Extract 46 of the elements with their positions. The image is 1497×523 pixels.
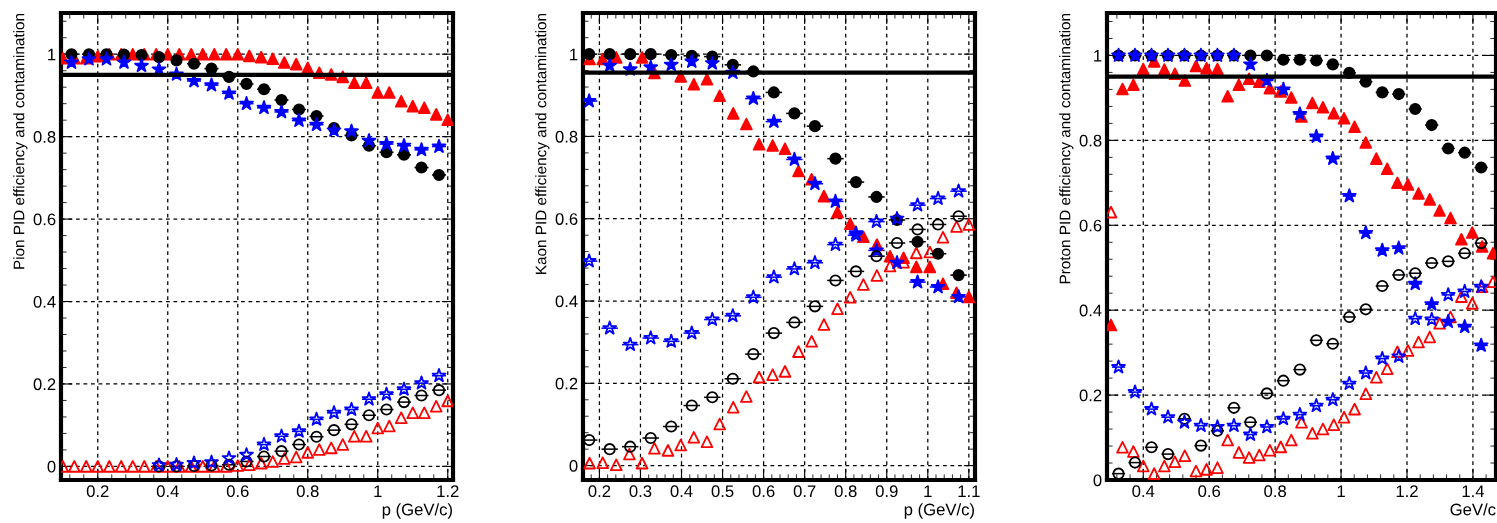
- y-tick-label: 0.6: [555, 213, 578, 225]
- x-tick-label: 0.2: [588, 485, 611, 498]
- x-tick-label: 0.3: [629, 485, 652, 498]
- y-tick-label: 0.2: [1079, 389, 1102, 402]
- y-tick-label: 1: [570, 48, 578, 61]
- y-tick-label: 0.8: [1079, 134, 1102, 147]
- x-tick-label: 0.4: [156, 485, 179, 498]
- x-tick-label: 0.6: [1198, 485, 1221, 498]
- x-tick-label: 0.8: [296, 485, 319, 498]
- y-tick-label: 0.4: [555, 295, 578, 308]
- y-tick-label: 0.2: [33, 378, 56, 391]
- x-axis-title: p (GeV/c): [382, 503, 452, 519]
- x-tick-label: 0.4: [670, 485, 693, 498]
- y-tick-label: 0: [1093, 474, 1102, 487]
- x-tick-label: 1: [1337, 485, 1345, 497]
- x-tick-label: 0.8: [834, 485, 857, 498]
- x-tick-label: 1.1: [958, 485, 980, 497]
- x-tick-label: 0.6: [752, 485, 775, 498]
- y-tick-label: 0.8: [555, 130, 578, 143]
- x-tick-label: 1.2: [1396, 485, 1418, 497]
- x-axis-title: p (GeV/c): [904, 503, 974, 519]
- y-tick-label: 0.4: [1079, 304, 1102, 317]
- x-tick-label: 0.2: [86, 485, 109, 498]
- y-axis-title: Pion PID efficiency and contamination: [13, 13, 28, 269]
- y-tick-label: 1: [48, 48, 56, 61]
- x-axis-title: GeV/c: [1450, 503, 1496, 516]
- x-tick-label: 0.5: [711, 485, 734, 498]
- y-tick-label: 0.6: [33, 213, 56, 226]
- x-tick-label: 1: [924, 485, 932, 497]
- x-tick-label: 0.9: [875, 485, 898, 498]
- x-tick-label: 0.7: [793, 485, 816, 498]
- x-tick-label: 1.4: [1462, 485, 1485, 497]
- x-tick-label: 1.2: [437, 485, 459, 497]
- x-tick-label: 0.4: [1132, 485, 1155, 498]
- y-tick-label: 1: [1094, 50, 1102, 62]
- y-tick-label: 0: [569, 460, 578, 472]
- y-tick-label: 0.2: [555, 377, 578, 390]
- y-tick-label: 0.6: [1079, 219, 1102, 232]
- x-tick-label: 0.8: [1264, 485, 1286, 498]
- x-tick-label: 1: [374, 485, 382, 497]
- y-tick-label: 0: [47, 460, 56, 473]
- y-axis-title: Proton PID efficiency and contamination: [1059, 13, 1074, 284]
- y-axis-title: Kaon PID efficiency and contamination: [535, 13, 550, 274]
- x-tick-label: 0.6: [226, 485, 249, 498]
- y-tick-label: 0.4: [33, 295, 56, 308]
- y-tick-label: 0.8: [33, 131, 56, 143]
